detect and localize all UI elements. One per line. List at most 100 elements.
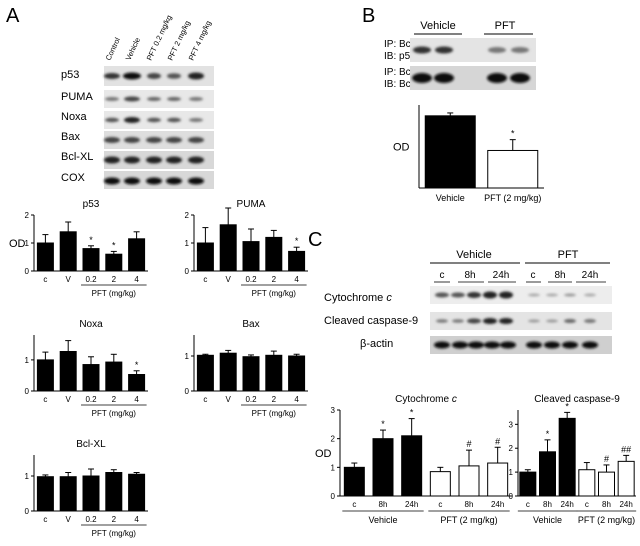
bar [539,451,556,497]
bar [82,248,100,272]
blot-label: IB: p53 [384,51,416,62]
panel-c-group-labels: Vehicle PFT [456,249,578,261]
x-axis-label: PFT (mg/kg) [252,289,297,298]
category-label: c [203,275,207,284]
significance-mark: * [410,408,414,418]
y-tick-label: 0 [25,267,30,276]
category-label: c [43,395,47,404]
panel-a-blot-labels: p53 PUMA Noxa Bax Bcl-XL COX [61,69,93,184]
category-label: 4 [134,275,139,284]
category-label: V [226,275,232,284]
category-label: 4 [134,395,139,404]
x-axis-label: PFT (mg/kg) [92,529,137,538]
category-label: 8h [602,500,611,509]
category-label: 4 [294,275,299,284]
significance-mark: * [546,429,550,439]
significance-mark: * [381,419,385,429]
y-axis-label: OD [393,142,410,154]
panel-a-lane-labels: Control Vehicle PFT 0.2 mg/kg PFT 2 mg/k… [104,14,213,62]
bar [128,374,146,392]
y-tick-label: 1 [25,356,30,365]
time-label: c [440,270,445,281]
bar [598,471,615,497]
group-label: PFT (2 mg/kg) [578,515,635,525]
bar [105,472,123,512]
panel-a-blot-image [104,66,214,189]
chart-a-bclxl: 0 1 Bcl-XL c V 0.2 2 4 PFT (mg/kg) [25,439,148,538]
category-label: c [352,500,356,509]
bar [617,460,635,497]
category-label: 24h [560,500,573,509]
x-axis-label: PFT (mg/kg) [92,409,137,418]
bar [36,242,54,272]
bar [288,250,306,272]
category-label: 8h [379,500,388,509]
bar [429,471,451,497]
chart-a-puma: 0 1 2 PUMA c V 0.2 2 * 4 PFT (mg/kg) [185,199,308,298]
category-label: PFT (2 mg/kg) [484,193,541,203]
category-label: c [585,500,589,509]
bar-charts: 0 1 2 OD p53 c V * 0.2 * 2 4 PFT (mg/kg) 0 1 2 PUMA c V 0.2… [9,105,637,538]
lane-label: Control [104,36,123,62]
bar [265,236,283,272]
significance-mark: * [565,401,569,411]
bar [487,462,509,497]
significance-mark: * [295,236,299,246]
panel-a-letter: A [6,5,20,27]
panel-b-blot-image [410,38,536,90]
chart-title: PUMA [237,199,266,210]
blot-label: COX [61,172,86,184]
bar [82,475,100,512]
category-label: 24h [405,500,418,509]
category-label: 2 [112,395,117,404]
y-tick-label: 0 [185,387,190,396]
bar [242,241,260,272]
blot-label: IB: Bcl-XL [384,79,429,90]
y-tick-label: 0 [25,387,30,396]
bar [59,476,77,512]
y-tick-label: 0 [25,507,30,516]
category-label: 2 [112,515,117,524]
category-label: 0.2 [85,515,97,524]
panel-c-time-labels: c 8h 24h c 8h 24h [440,270,599,281]
category-label: c [43,275,47,284]
category-label: c [203,395,207,404]
blot-label: Bcl-XL [61,151,93,163]
chart-a-noxa: 0 1 Noxa c V 0.2 2 * 4 PFT (mg/kg) [25,319,148,418]
category-label: 8h [543,500,552,509]
bar [372,438,394,497]
category-label: V [226,395,232,404]
significance-mark: # [466,439,471,449]
y-tick-label: 0 [509,492,514,501]
y-tick-label: 1 [25,472,30,481]
category-label: V [66,275,72,284]
blot-label: p53 [61,69,79,81]
time-label: 8h [464,270,475,281]
chart-b-od: OD * Vehicle PFT (2 mg/kg) [393,105,544,203]
bar [265,354,283,392]
significance-mark: * [511,129,515,139]
panel-c-letter: C [308,229,322,251]
blot-label: Cleaved caspase-9 [324,315,418,327]
y-tick-label: 1 [185,352,190,361]
bar [128,238,146,272]
bar [343,466,365,497]
bar [558,417,576,497]
bar [288,355,306,392]
y-tick-label: 2 [25,211,30,220]
category-label: 0.2 [85,395,97,404]
chart-title-italic: c [449,394,457,405]
category-label: c [43,515,47,524]
bar [458,465,480,497]
bar [242,356,260,392]
y-tick-label: 2 [509,444,514,453]
category-label: 4 [294,395,299,404]
category-label: Vehicle [436,193,465,203]
group-label: PFT (2 mg/kg) [440,515,497,525]
group-label: Vehicle [533,515,562,525]
bar [219,224,237,272]
y-axis-label: OD [9,238,26,250]
time-label: 24h [493,270,510,281]
